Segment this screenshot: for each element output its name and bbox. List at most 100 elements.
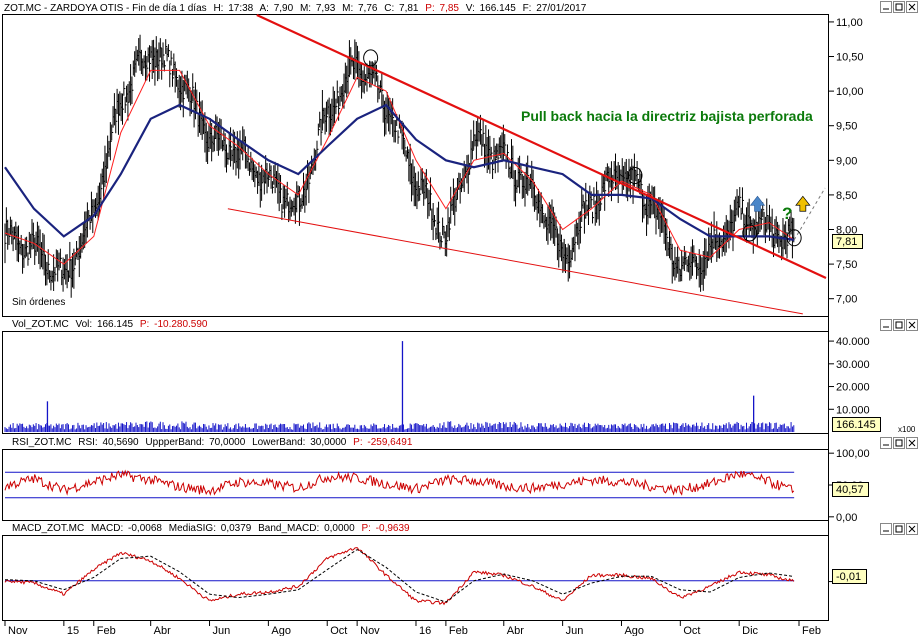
volume-header-p-label: P: xyxy=(140,319,149,330)
volume-close-button[interactable] xyxy=(906,319,918,331)
x-axis: Nov 15 Feb Abr Jun Ago Oct Nov 16 Feb Abr Jun Ago Oct… xyxy=(4,621,821,636)
macd-last-value-box: -0,01 xyxy=(832,569,867,584)
rsi-plot: 100,0050,000,00 xyxy=(4,448,870,524)
volume-panel-frame xyxy=(2,331,829,434)
price-header-m-label: M: xyxy=(300,3,311,14)
x-tick-label: 15 xyxy=(67,625,79,636)
x-tick-label: Feb xyxy=(97,625,116,636)
rsi-header-upper-label: UppperBand: xyxy=(145,437,204,448)
moving-average-fast xyxy=(4,69,795,265)
x-tick-label: Nov xyxy=(8,625,28,636)
rsi-maximize-button[interactable] xyxy=(893,437,905,449)
x-tick-label: Oct xyxy=(330,625,347,636)
volume-minimize-button[interactable] xyxy=(880,319,892,331)
macd-header-band-value: 0,0000 xyxy=(324,523,355,534)
price-header-c-value: 7,81 xyxy=(399,3,419,14)
touch-circle xyxy=(786,229,802,247)
price-plot: 11,00 10,50 10,00 9,50 9,00 8,50 8,00 7,50 7,00 xyxy=(4,14,864,315)
macd-header-macd-value: -0,0068 xyxy=(128,523,162,534)
macd-minimize-button[interactable] xyxy=(880,523,892,535)
x-tick-label: Oct xyxy=(683,625,700,636)
rsi-header-p-label: P: xyxy=(353,437,362,448)
macd-maximize-button[interactable] xyxy=(893,523,905,535)
price-panel-buttons xyxy=(880,1,918,13)
rsi-header-lower-value: 30,0000 xyxy=(310,437,347,448)
rsi-y-tick-label: 0,00 xyxy=(836,512,857,524)
volume-bars xyxy=(4,341,795,432)
macd-header-p-label: P: xyxy=(361,523,370,534)
price-annotation: Pull back hacia la directriz bajista per… xyxy=(521,108,813,124)
price-header-v-value: 166.145 xyxy=(480,3,517,14)
macd-line xyxy=(4,547,795,606)
macd-header-name: MACD_ZOT.MC xyxy=(12,523,84,534)
price-y-tick-label: 9,50 xyxy=(836,121,857,133)
volume-header: Vol_ZOT.MC Vol: 166.145 P: -10.280.590 xyxy=(12,319,208,330)
price-header-low-label: M: xyxy=(342,3,353,14)
price-header-f-label: F: xyxy=(523,3,532,14)
rsi-line xyxy=(4,469,795,496)
macd-header-sig-label: MediaSIG: xyxy=(169,523,216,534)
up-arrow-icon xyxy=(749,195,766,212)
macd-header-macd-label: MACD: xyxy=(91,523,123,534)
macd-header-p-value: -0,9639 xyxy=(376,523,410,534)
projection-dashed-line xyxy=(793,187,826,241)
touch-circle xyxy=(363,49,379,67)
price-header-p-label: P: xyxy=(425,3,434,14)
price-header-a-value: 7,90 xyxy=(274,3,294,14)
volume-header-name: Vol_ZOT.MC xyxy=(12,319,69,330)
x-tick-label: Ago xyxy=(624,625,644,636)
rsi-header: RSI_ZOT.MC RSI: 40,5690 UppperBand: 70,0… xyxy=(12,437,413,448)
volume-header-vol-label: Vol: xyxy=(75,319,92,330)
rsi-header-name: RSI_ZOT.MC xyxy=(12,437,71,448)
x-tick-label: 16 xyxy=(419,625,431,636)
rsi-header-rsi-value: 40,5690 xyxy=(102,437,139,448)
volume-y-tick-label: 40.000 xyxy=(836,336,870,348)
price-last-value: 7,81 xyxy=(836,236,857,248)
rsi-last-value: 40,57 xyxy=(836,484,864,496)
price-header-h-label: H: xyxy=(213,3,223,14)
price-header-h-value: 17:38 xyxy=(228,3,253,14)
price-header-v-label: V: xyxy=(466,3,475,14)
price-header-a-label: A: xyxy=(259,3,268,14)
rsi-close-button[interactable] xyxy=(906,437,918,449)
macd-signal-line xyxy=(5,549,794,603)
volume-header-vol-value: 166.145 xyxy=(97,319,134,330)
price-y-tick-label: 9,00 xyxy=(836,155,857,167)
price-header-f-value: 27/01/2017 xyxy=(536,3,586,14)
x-tick-label: Dic xyxy=(742,625,758,636)
x-tick-label: Jun xyxy=(213,625,231,636)
macd-plot xyxy=(4,547,834,606)
price-close-button[interactable] xyxy=(906,1,918,13)
price-minimize-button[interactable] xyxy=(880,1,892,13)
volume-last-value: 166.145 xyxy=(836,419,876,431)
x-tick-label: Nov xyxy=(360,625,380,636)
x-tick-label: Abr xyxy=(507,625,524,636)
touch-circle xyxy=(627,167,643,185)
price-y-tick-label: 7,50 xyxy=(836,259,857,271)
price-y-tick-label: 8,00 xyxy=(836,225,857,237)
x-tick-label: Abr xyxy=(154,625,171,636)
x-tick-label: Feb xyxy=(449,625,468,636)
price-bars xyxy=(4,34,796,298)
macd-header-band-label: Band_MACD: xyxy=(258,523,319,534)
price-maximize-button[interactable] xyxy=(893,1,905,13)
sin-ordenes-label: Sin órdenes xyxy=(12,297,65,308)
volume-y-tick-label: 20.000 xyxy=(836,382,870,394)
rsi-header-lower-label: LowerBand: xyxy=(252,437,305,448)
touch-circle xyxy=(742,224,758,242)
question-mark: ? xyxy=(782,204,792,223)
macd-last-value: -0,01 xyxy=(836,571,861,583)
rsi-minimize-button[interactable] xyxy=(880,437,892,449)
x-tick-label: Jun xyxy=(566,625,584,636)
macd-close-button[interactable] xyxy=(906,523,918,535)
macd-panel-frame xyxy=(2,535,829,621)
volume-header-p-value: -10.280.590 xyxy=(154,319,208,330)
price-header-symbol: ZOT.MC - ZARDOYA OTIS - Fin de día 1 día… xyxy=(4,3,207,14)
rsi-y-tick-label: 100,00 xyxy=(836,448,870,460)
volume-multiplier: x100 xyxy=(898,425,916,434)
volume-y-tick-label: 10.000 xyxy=(836,404,870,416)
price-y-tick-label: 11,00 xyxy=(836,17,863,29)
bearish-trendline xyxy=(256,14,827,279)
volume-maximize-button[interactable] xyxy=(893,319,905,331)
